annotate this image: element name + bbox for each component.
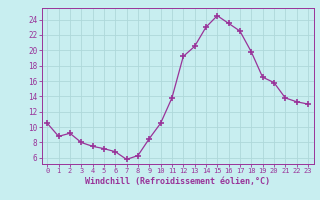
X-axis label: Windchill (Refroidissement éolien,°C): Windchill (Refroidissement éolien,°C) <box>85 177 270 186</box>
